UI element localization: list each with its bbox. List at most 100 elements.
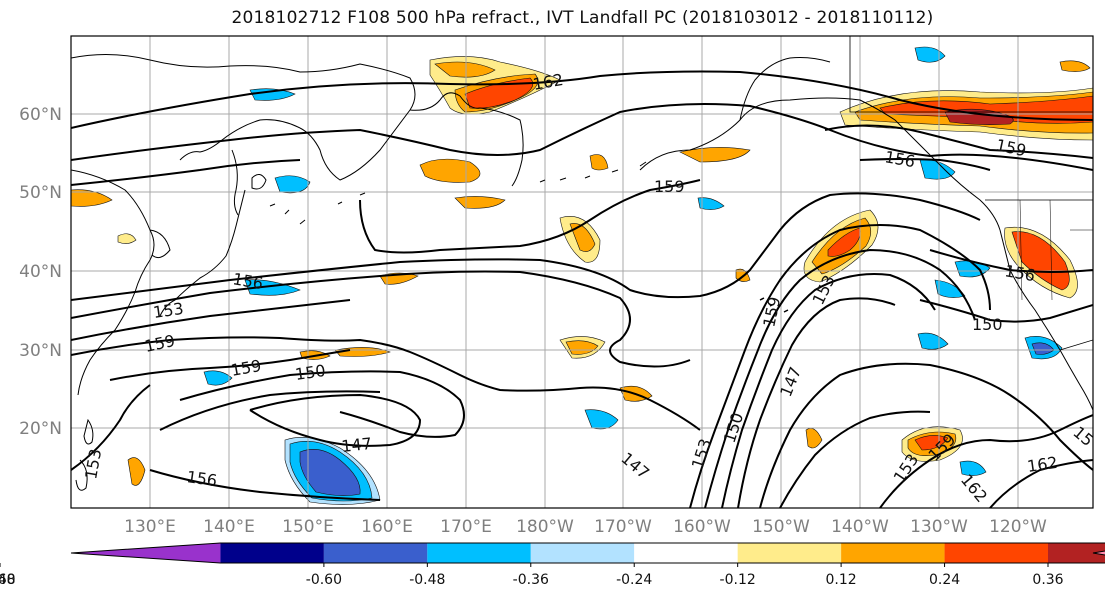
colorbar-tick-label: -0.48 xyxy=(409,572,445,588)
colorbar-segment xyxy=(427,543,531,563)
patch-b3 xyxy=(244,279,301,296)
patch-m5 xyxy=(71,189,113,207)
contour-150-ca xyxy=(919,299,1093,323)
longitude-label: 140°W xyxy=(831,517,889,537)
longitude-label: 170°E xyxy=(440,517,492,537)
contour-159-south xyxy=(109,349,351,381)
graticule xyxy=(71,36,1093,508)
map-frame xyxy=(70,35,1094,509)
latitude-label: 60°N xyxy=(19,105,62,125)
latitude-labels: 60°N 50°N 40°N 30°N 20°N xyxy=(19,105,62,439)
latitude-label: 50°N xyxy=(19,183,62,203)
colorbar-tick-label: -0.24 xyxy=(616,572,652,588)
contour-156-band xyxy=(71,270,691,368)
contour-153-se xyxy=(779,410,931,508)
contour-159-alaska xyxy=(824,124,1093,159)
latitude-label: 40°N xyxy=(19,262,62,282)
patch-b12 xyxy=(934,279,966,298)
patch-b4 xyxy=(914,46,946,63)
colorbar-segment xyxy=(944,543,1048,563)
colorbar-segment xyxy=(323,543,428,563)
contour-147-east-b xyxy=(737,297,896,508)
patch-b2 xyxy=(274,175,311,194)
longitude-label: 130°W xyxy=(910,517,968,537)
contour-159-se xyxy=(879,414,1093,508)
longitude-labels: 130°E 140°E 150°E 160°E 170°E 180°W 170°W 160°W… xyxy=(124,517,1047,537)
contour-label: 159 xyxy=(654,177,685,196)
contour-162-north xyxy=(71,70,1093,129)
contour-150-east xyxy=(704,248,976,508)
contour-147-east xyxy=(721,273,936,508)
patch-ne-orange2 xyxy=(1059,60,1091,72)
contour-labels: 162 159 156 159 156 153 159 159 150 147 … xyxy=(81,70,1097,506)
longitude-label: 120°W xyxy=(989,517,1047,537)
contour-153-band xyxy=(71,299,351,341)
colorbar-outline xyxy=(70,542,1105,564)
longitude-label: 130°E xyxy=(124,517,176,537)
latitude-label: 30°N xyxy=(19,341,62,361)
contour-label: 150 xyxy=(294,361,327,384)
colorbar-segment xyxy=(634,543,738,563)
contour-150-south xyxy=(179,370,465,438)
contour-162-se xyxy=(989,459,1093,508)
patch-c2 xyxy=(454,196,506,209)
patch-n-orange2 xyxy=(434,61,496,78)
colorbar: -0.60 -0.48 -0.36 -0.24 -0.12 0.12 0.24 0.36 0.4… xyxy=(0,542,1105,588)
contour-low-central xyxy=(359,179,701,254)
patch-b13 xyxy=(697,197,725,210)
colorbar-segment xyxy=(841,543,945,563)
colorbar-tick-label: -0.36 xyxy=(513,572,549,588)
contour-150-se xyxy=(759,362,1093,508)
patch-m6 xyxy=(117,233,137,244)
patch-e-red xyxy=(827,227,861,257)
colorbar-tick-label: 0.24 xyxy=(929,572,960,588)
contour-153-south xyxy=(159,390,381,431)
contour-label: 162 xyxy=(1026,453,1059,476)
contour-156-south xyxy=(149,469,381,501)
longitude-label: 150°E xyxy=(282,517,334,537)
contour-147-loop xyxy=(249,393,422,447)
coastlines xyxy=(71,36,1093,491)
patch-b8 xyxy=(917,332,949,350)
colorbar-tick-label: 0.36 xyxy=(1032,572,1063,588)
patch-c1 xyxy=(419,158,481,183)
longitude-label: 160°W xyxy=(673,517,731,537)
contour-156-east xyxy=(859,158,991,171)
colorbar-arrow-low xyxy=(71,543,221,563)
contour-label: 153 xyxy=(152,299,185,322)
contour-156-ca xyxy=(929,249,1093,273)
patch-m8 xyxy=(127,457,146,486)
colorbar-tick-label: -0.60 xyxy=(306,572,342,588)
longitude-label: 160°E xyxy=(361,517,413,537)
colorbar-segment xyxy=(737,543,842,563)
longitude-label: 150°W xyxy=(752,517,810,537)
contour-156-north xyxy=(71,159,301,186)
colorbar-tick-label: 0.48 xyxy=(0,572,16,588)
colorbar-tick-label: 0.60 xyxy=(0,572,16,588)
patch-b7 xyxy=(584,409,619,430)
height-contours xyxy=(71,70,1093,508)
longitude-label: 140°E xyxy=(203,517,255,537)
patch-b11 xyxy=(203,370,233,386)
patch-b1-mid xyxy=(299,449,361,496)
contour-label: 147 xyxy=(340,434,372,456)
patch-c4o xyxy=(569,223,596,252)
chart-title: 2018102712 F108 500 hPa refract., IVT La… xyxy=(231,8,934,28)
latitude-label: 20°N xyxy=(19,419,62,439)
contour-label: 150 xyxy=(972,315,1003,334)
patch-ne-darkred xyxy=(944,108,1014,125)
colorbar-tick-label: 0.12 xyxy=(826,572,857,588)
colorbar-segment xyxy=(1048,543,1105,563)
contour-159-band xyxy=(71,192,981,301)
contour-low-sw xyxy=(71,384,151,471)
patch-m1o xyxy=(565,340,599,355)
contour-label: 156 xyxy=(185,467,218,490)
colorbar-tick-label: -0.12 xyxy=(720,572,756,588)
patch-se-red xyxy=(914,435,949,451)
patch-ne-red xyxy=(879,95,1093,124)
contour-150-curve xyxy=(71,336,701,431)
patch-ca-red xyxy=(1011,231,1070,291)
contour-159-north xyxy=(71,103,1093,171)
patch-b14 xyxy=(959,460,987,476)
